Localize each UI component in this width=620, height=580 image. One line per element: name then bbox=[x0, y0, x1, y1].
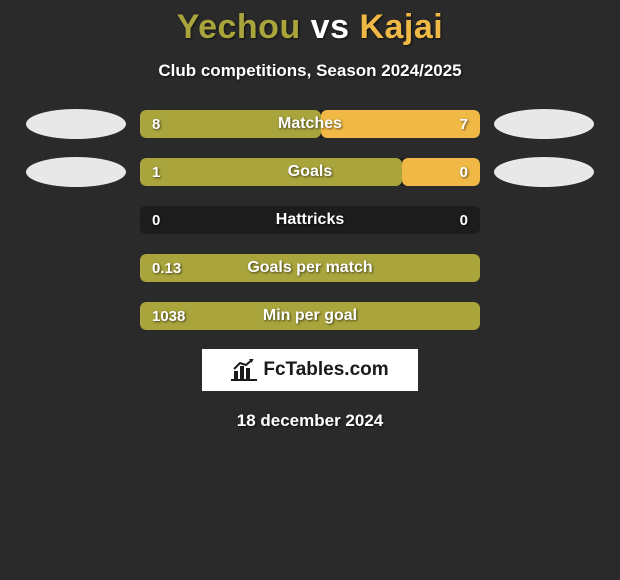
stat-label: Goals per match bbox=[247, 259, 372, 277]
stat-left-value: 1038 bbox=[152, 308, 185, 325]
stat-bar: 1 0 Goals bbox=[140, 158, 480, 186]
stat-label: Min per goal bbox=[263, 307, 357, 325]
oval-right bbox=[494, 157, 594, 187]
stat-row: 8 7 Matches bbox=[0, 109, 620, 139]
date-line: 18 december 2024 bbox=[0, 411, 620, 431]
logo-text: FcTables.com bbox=[263, 359, 388, 381]
oval-spacer bbox=[26, 301, 126, 331]
stat-right-value: 0 bbox=[460, 212, 468, 229]
stat-left-value: 0 bbox=[152, 212, 160, 229]
stat-left-value: 8 bbox=[152, 116, 160, 133]
stat-left-value: 1 bbox=[152, 164, 160, 181]
oval-spacer bbox=[26, 253, 126, 283]
subtitle: Club competitions, Season 2024/2025 bbox=[0, 61, 620, 81]
stat-label: Goals bbox=[288, 163, 332, 181]
stat-right-value: 0 bbox=[460, 164, 468, 181]
stat-label: Hattricks bbox=[276, 211, 344, 229]
stat-bar: 0.13 Goals per match bbox=[140, 254, 480, 282]
stat-bar: 0 0 Hattricks bbox=[140, 206, 480, 234]
page-title: Yechou vs Kajai bbox=[0, 0, 620, 47]
chart-icon bbox=[231, 359, 257, 381]
logo-card[interactable]: FcTables.com bbox=[202, 349, 418, 391]
stat-row: 1 0 Goals bbox=[0, 157, 620, 187]
oval-left bbox=[26, 109, 126, 139]
oval-spacer bbox=[494, 301, 594, 331]
stat-row: 1038 Min per goal bbox=[0, 301, 620, 331]
oval-spacer bbox=[494, 205, 594, 235]
stat-right-value: 7 bbox=[460, 116, 468, 133]
player1-name: Yechou bbox=[177, 8, 301, 46]
oval-right bbox=[494, 109, 594, 139]
stat-left-value: 0.13 bbox=[152, 260, 181, 277]
stats-container: 8 7 Matches 1 0 Goals 0 0 Hattricks 0.13 Goals per… bbox=[0, 109, 620, 331]
player2-name: Kajai bbox=[359, 8, 443, 46]
stat-bar: 8 7 Matches bbox=[140, 110, 480, 138]
stat-row: 0.13 Goals per match bbox=[0, 253, 620, 283]
oval-spacer bbox=[494, 253, 594, 283]
stat-row: 0 0 Hattricks bbox=[0, 205, 620, 235]
oval-left bbox=[26, 157, 126, 187]
oval-spacer bbox=[26, 205, 126, 235]
vs-text: vs bbox=[311, 8, 350, 46]
stat-label: Matches bbox=[278, 115, 342, 133]
stat-bar: 1038 Min per goal bbox=[140, 302, 480, 330]
